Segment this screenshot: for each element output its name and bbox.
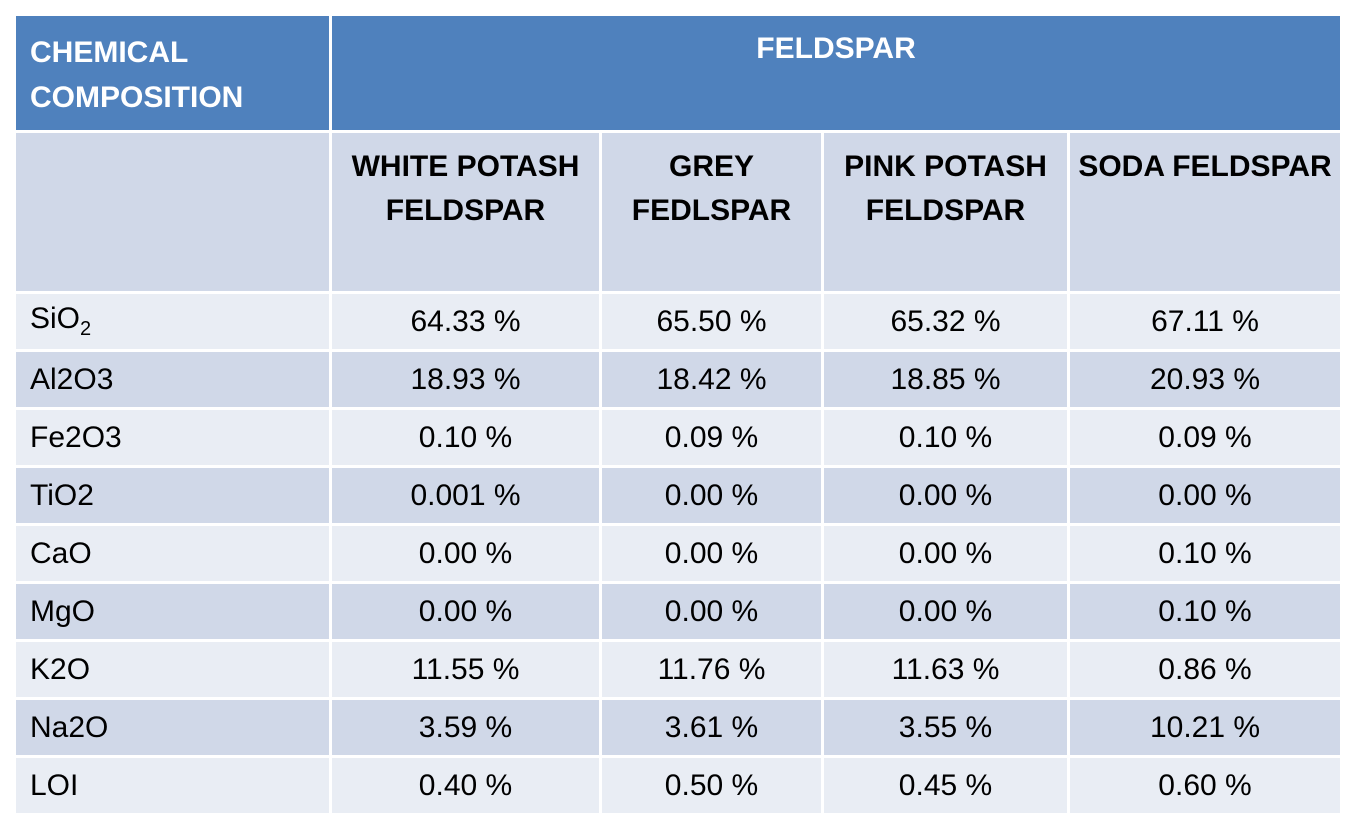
table-cell: 10.21 % <box>1066 697 1344 758</box>
table-cell: 0.00 % <box>821 523 1070 584</box>
table-cell: 0.86 % <box>1066 639 1344 700</box>
table-cell: 0.50 % <box>599 755 824 816</box>
header-row: CHEMICAL COMPOSITION FELDSPAR <box>13 13 1344 133</box>
table-cell: 0.00 % <box>329 523 602 584</box>
table-cell: 0.10 % <box>1066 523 1344 584</box>
table-row: Fe2O3 0.10 % 0.09 % 0.10 % 0.09 % <box>13 407 1344 468</box>
table-cell: 3.61 % <box>599 697 824 758</box>
row-label: K2O <box>13 639 332 700</box>
table-cell: 0.00 % <box>821 465 1070 526</box>
row-label: MgO <box>13 581 332 642</box>
table-row: Na2O 3.59 % 3.61 % 3.55 % 10.21 % <box>13 697 1344 758</box>
column-header-row: WHITE POTASH FELDSPAR GREY FEDLSPAR PINK… <box>13 130 1344 294</box>
table-row: K2O 11.55 % 11.76 % 11.63 % 0.86 % <box>13 639 1344 700</box>
table-cell: 0.10 % <box>1066 581 1344 642</box>
column-header-label: GREY FEDLSPAR <box>631 150 792 227</box>
table-row: Al2O3 18.93 % 18.42 % 18.85 % 20.93 % <box>13 349 1344 410</box>
table-cell: 0.00 % <box>329 581 602 642</box>
table-row: MgO 0.00 % 0.00 % 0.00 % 0.10 % <box>13 581 1344 642</box>
table-cell: 0.40 % <box>329 755 602 816</box>
table-cell: 0.00 % <box>599 465 824 526</box>
chemical-composition-header: CHEMICAL COMPOSITION <box>13 13 332 133</box>
table-row: TiO2 0.001 % 0.00 % 0.00 % 0.00 % <box>13 465 1344 526</box>
table-row: LOI 0.40 % 0.50 % 0.45 % 0.60 % <box>13 755 1344 816</box>
column-header-label: SODA FELDSPAR <box>1078 150 1332 183</box>
table-cell: 65.32 % <box>821 291 1070 352</box>
table-row: SiO2 64.33 % 65.50 % 65.32 % 67.11 % <box>13 291 1344 352</box>
table-row: CaO 0.00 % 0.00 % 0.00 % 0.10 % <box>13 523 1344 584</box>
table-cell: 11.76 % <box>599 639 824 700</box>
table-cell: 0.09 % <box>1066 407 1344 468</box>
row-label: Al2O3 <box>13 349 332 410</box>
row-label: Fe2O3 <box>13 407 332 468</box>
feldspar-group-header: FELDSPAR <box>328 13 1344 133</box>
table-cell: 18.93 % <box>329 349 602 410</box>
column-header-label: PINK POTASH FELDSPAR <box>844 150 1047 227</box>
row-label: CaO <box>13 523 332 584</box>
chemical-composition-label: CHEMICAL COMPOSITION <box>30 36 244 114</box>
row-label: SiO2 <box>13 291 332 352</box>
column-header-pink-potash: PINK POTASH FELDSPAR <box>821 130 1070 294</box>
table-cell: 0.60 % <box>1066 755 1344 816</box>
table-cell: 65.50 % <box>599 291 824 352</box>
row-label: LOI <box>13 755 332 816</box>
composition-table-container: CHEMICAL COMPOSITION FELDSPAR WHITE POTA… <box>13 13 1344 816</box>
feldspar-composition-table: CHEMICAL COMPOSITION FELDSPAR WHITE POTA… <box>13 13 1344 816</box>
table-cell: 0.00 % <box>599 523 824 584</box>
table-cell: 20.93 % <box>1066 349 1344 410</box>
table-cell: 18.85 % <box>821 349 1070 410</box>
column-header-label: WHITE POTASH FELDSPAR <box>351 150 580 227</box>
blank-header-cell <box>13 130 332 294</box>
column-header-soda: SODA FELDSPAR <box>1066 130 1344 294</box>
row-label-subscript: 2 <box>80 318 92 340</box>
row-label-text: SiO <box>30 302 81 335</box>
table-cell: 0.45 % <box>821 755 1070 816</box>
table-cell: 64.33 % <box>329 291 602 352</box>
table-cell: 0.00 % <box>1066 465 1344 526</box>
table-cell: 0.09 % <box>599 407 824 468</box>
table-cell: 0.10 % <box>821 407 1070 468</box>
table-cell: 3.59 % <box>329 697 602 758</box>
feldspar-group-label: FELDSPAR <box>756 32 916 65</box>
table-cell: 18.42 % <box>599 349 824 410</box>
table-cell: 0.00 % <box>821 581 1070 642</box>
column-header-white-potash: WHITE POTASH FELDSPAR <box>329 130 602 294</box>
table-cell: 11.63 % <box>821 639 1070 700</box>
table-cell: 0.10 % <box>329 407 602 468</box>
row-label: TiO2 <box>13 465 332 526</box>
table-cell: 11.55 % <box>329 639 602 700</box>
table-cell: 0.00 % <box>599 581 824 642</box>
column-header-grey: GREY FEDLSPAR <box>599 130 824 294</box>
table-cell: 3.55 % <box>821 697 1070 758</box>
table-cell: 67.11 % <box>1066 291 1344 352</box>
table-cell: 0.001 % <box>329 465 602 526</box>
row-label: Na2O <box>13 697 332 758</box>
